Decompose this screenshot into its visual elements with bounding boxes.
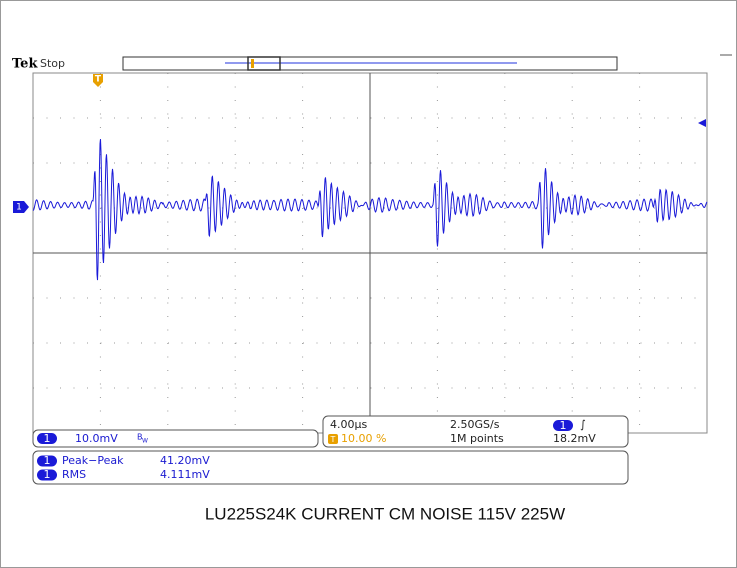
badge	[37, 433, 57, 444]
trigger-pos	[251, 59, 254, 68]
channel-marker: 1	[16, 203, 22, 213]
badge-text: 1	[44, 432, 51, 445]
level-arrow	[698, 119, 706, 127]
measure-value: 41.20mV	[160, 454, 210, 467]
measure-box	[32, 450, 629, 485]
time-scale: 4.00μs	[330, 418, 367, 431]
ch-scale: 10.0mV	[75, 432, 118, 445]
bw-sub: W	[142, 438, 148, 445]
trigger-level: 18.2mV	[553, 432, 596, 445]
ch-flag	[13, 201, 29, 213]
measurements: 1 Peak−Peak 41.20mV 1 RMS 4.111mV	[37, 454, 210, 481]
sample-rate: 2.50GS/s	[450, 418, 500, 431]
slope: ∫	[580, 418, 586, 431]
badge	[37, 469, 57, 481]
trigger-flag	[93, 74, 103, 87]
view-bracket	[247, 56, 281, 71]
badge	[37, 455, 57, 467]
measure-value: 4.111mV	[160, 468, 210, 481]
brand: Tek	[12, 57, 38, 72]
badge	[553, 420, 573, 431]
pos-flag	[328, 434, 338, 444]
timebase-box	[322, 415, 629, 448]
badge-text: 1	[560, 419, 567, 432]
pos-marker: T	[330, 435, 336, 444]
waveform	[32, 139, 708, 281]
channel-box	[32, 429, 319, 448]
measure-name: RMS	[62, 468, 86, 481]
status: Stop	[40, 57, 65, 70]
trigger-marker: T	[95, 75, 102, 85]
badge-text: 1	[44, 454, 51, 467]
badge-text: 1	[44, 468, 51, 481]
bw: B	[137, 433, 143, 442]
position: 10.00 %	[341, 432, 386, 445]
caption: LU225S24K CURRENT CM NOISE 115V 225W	[205, 504, 565, 523]
measure-name: Peak−Peak	[62, 454, 124, 467]
record-length: 1M points	[450, 432, 504, 445]
